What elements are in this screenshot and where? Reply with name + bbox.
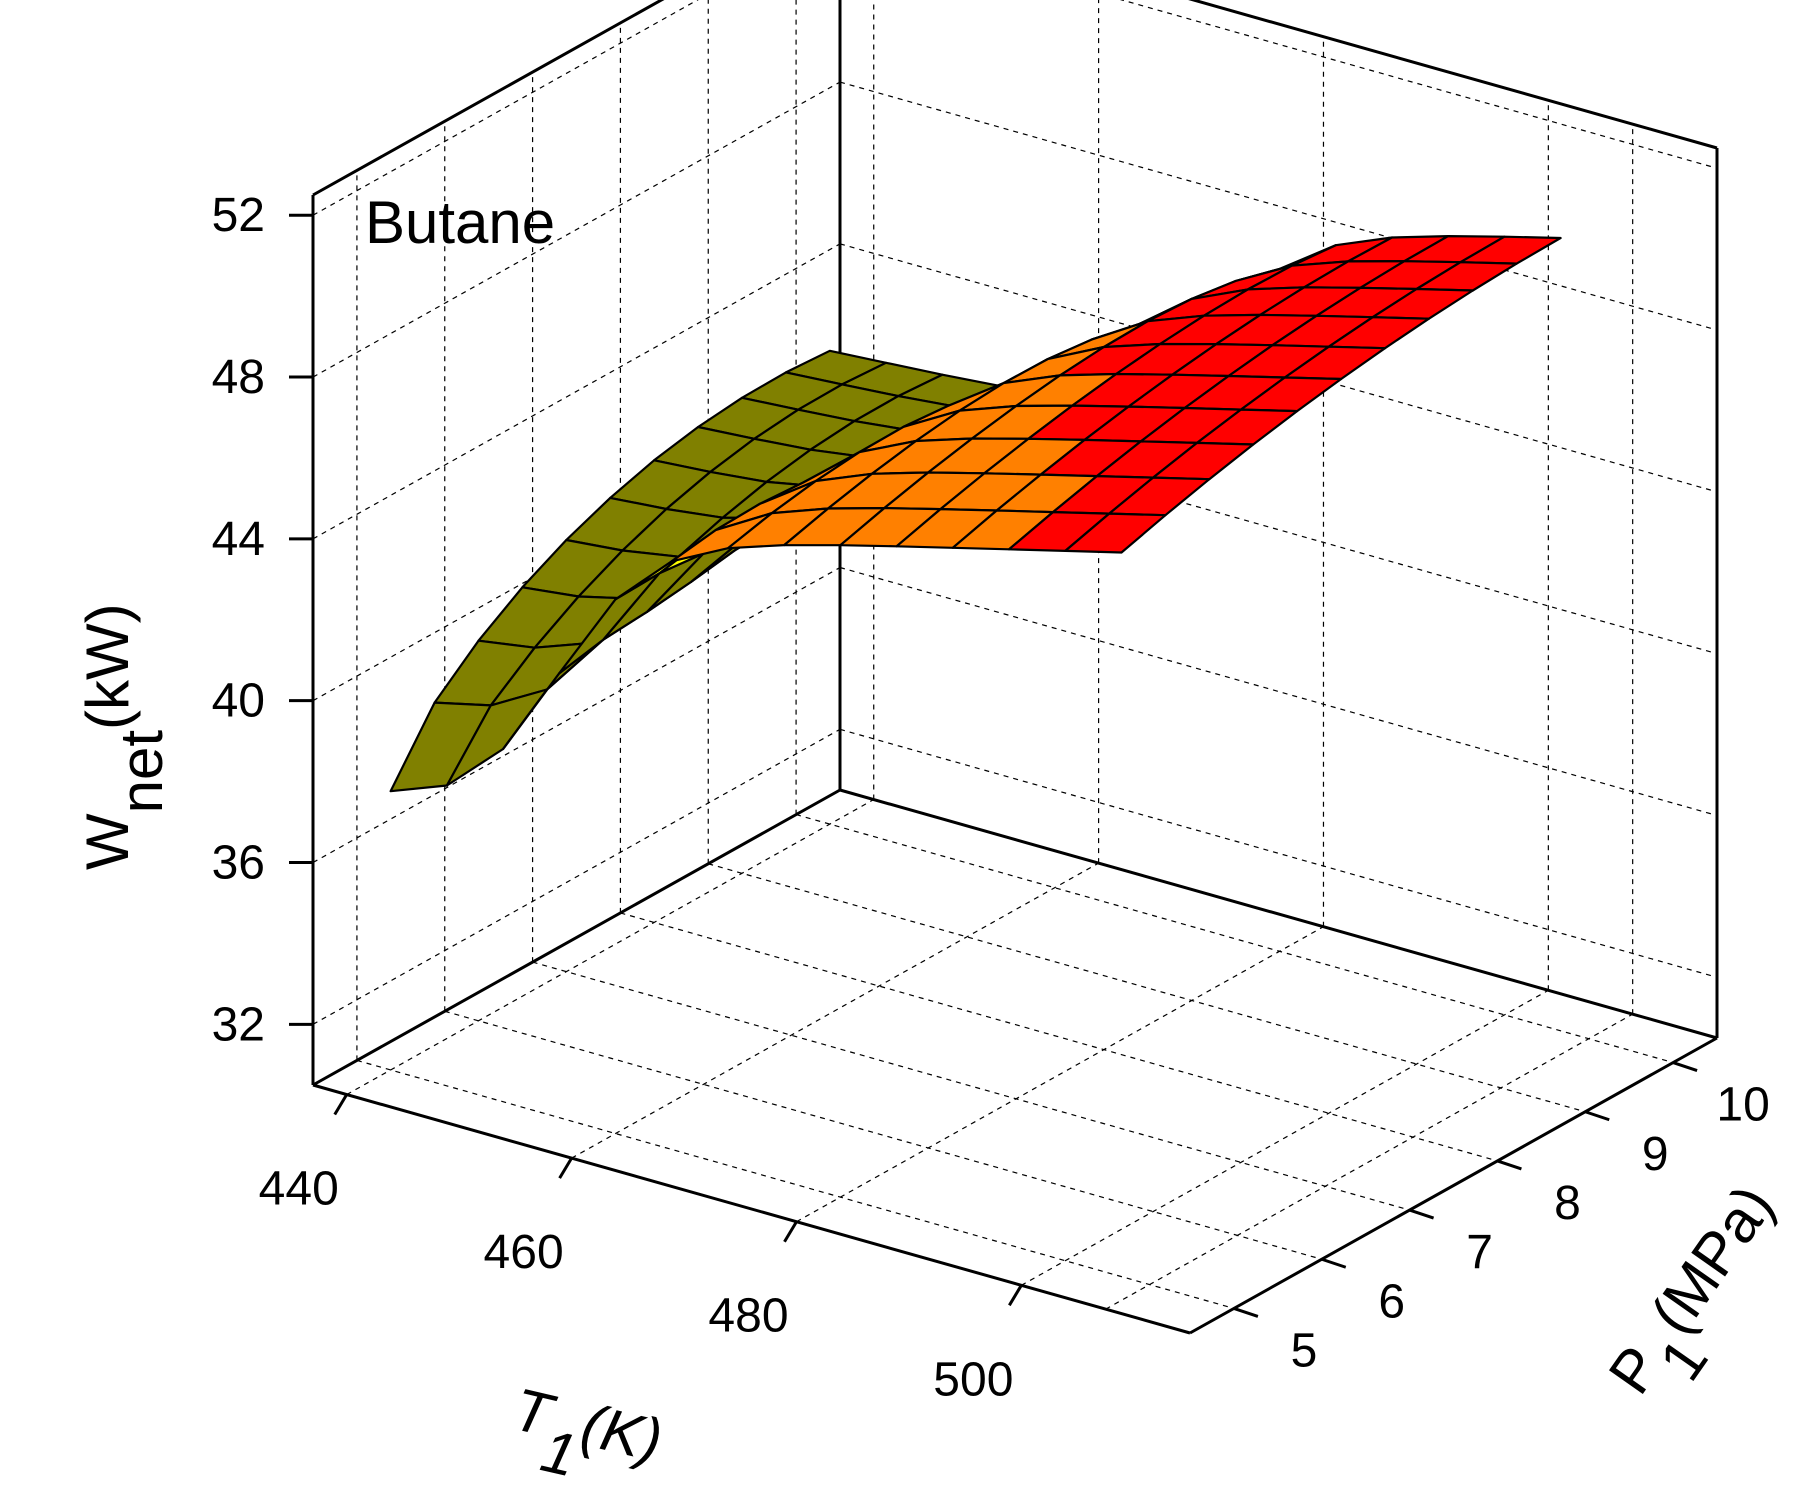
x-tick-3 (1008, 1284, 1023, 1307)
back-wall-grid-z-3 (839, 243, 1718, 493)
floor-grid-t-0 (346, 799, 875, 1096)
y-tick-label-3: 8 (1554, 1177, 1581, 1230)
frame-edge-0 (312, 1083, 1191, 1335)
axis-ticks: 32 36 40 44 48 52 440 460 480 500 5 6 7 8 9 10 (212, 189, 1770, 1406)
left-wall-grid-z-4 (312, 81, 841, 378)
floor-grid-p-5 (795, 814, 1674, 1064)
y-axis-title: P1(MPa) (1596, 1173, 1808, 1425)
floor-grid-p-0 (356, 1059, 1235, 1309)
y-tick-label-1: 6 (1378, 1275, 1405, 1328)
z-axis-title: Wnet(kW) (74, 603, 175, 870)
floor-grid-t-1 (571, 862, 1099, 1159)
back-wall-grid-z-0 (839, 728, 1718, 978)
back-wall-grid-z-4 (839, 81, 1718, 331)
y-tick-label-0: 5 (1291, 1324, 1318, 1377)
x-tick-1 (558, 1157, 573, 1179)
y-tick-label-2: 7 (1466, 1226, 1493, 1279)
frame-edge-4 (1188, 0, 1718, 150)
x-tick-label-3: 500 (933, 1353, 1013, 1406)
frame-edge-8 (312, 788, 841, 1087)
y-tick-2 (1409, 1208, 1435, 1220)
z-tick-label-1: 36 (212, 837, 265, 890)
left-wall-grid-z-3 (312, 243, 841, 540)
floor-grid-t-2 (796, 926, 1324, 1223)
x-axis-title: T1(K) (500, 1375, 669, 1507)
frame-edge-7 (839, 788, 1718, 1040)
x-tick-0 (333, 1093, 349, 1116)
y-tick-label-4: 9 (1642, 1128, 1669, 1181)
x-axis-title-unit: (K) (575, 1391, 668, 1474)
surface-cell-12-0 (1064, 512, 1167, 554)
y-tick-4 (1584, 1110, 1610, 1122)
floor-grid-p-4 (708, 863, 1586, 1113)
back-wall-grid-z-1 (839, 566, 1718, 817)
x-tick-label-1: 460 (484, 1226, 564, 1279)
z-tick-label-3: 44 (212, 513, 265, 566)
z-tick-label-5: 52 (212, 189, 265, 242)
y-tick-1 (1321, 1257, 1347, 1269)
z-tick-label-0: 32 (212, 998, 265, 1051)
series-annotation: Butane (365, 189, 555, 256)
y-tick-label-5: 10 (1716, 1079, 1769, 1132)
x-tick-2 (783, 1220, 798, 1243)
floor-grid-p-3 (620, 912, 1498, 1162)
y-tick-3 (1496, 1159, 1522, 1171)
floor-grid-t-3 (1021, 989, 1549, 1286)
z-axis-title-sub: net (108, 730, 175, 814)
y-axis-title-unit: (MPa) (1638, 1173, 1787, 1345)
y-tick-0 (1233, 1306, 1259, 1318)
floor-grid-p-1 (444, 1010, 1322, 1260)
y-tick-5 (1672, 1061, 1698, 1073)
z-axis-title-main: W (74, 813, 141, 870)
floor-grid-t-4 (1105, 1013, 1633, 1310)
x-tick-label-0: 440 (259, 1163, 339, 1216)
frame-edge-1 (1189, 1036, 1718, 1335)
floor-grid-p-2 (532, 961, 1410, 1211)
left-wall-grid-z-1 (312, 566, 841, 864)
z-axis-title-unit: (kW) (74, 603, 141, 730)
axes-frame (311, 0, 1719, 1335)
x-tick-label-2: 480 (708, 1290, 788, 1343)
z-tick-label-2: 40 (212, 675, 265, 728)
left-wall-grid-z-5 (312, 0, 699, 216)
frame-edge-3 (312, 0, 665, 197)
left-wall-grid-z-0 (312, 728, 841, 1025)
surface (389, 235, 1562, 793)
z-tick-label-4: 48 (212, 351, 265, 404)
